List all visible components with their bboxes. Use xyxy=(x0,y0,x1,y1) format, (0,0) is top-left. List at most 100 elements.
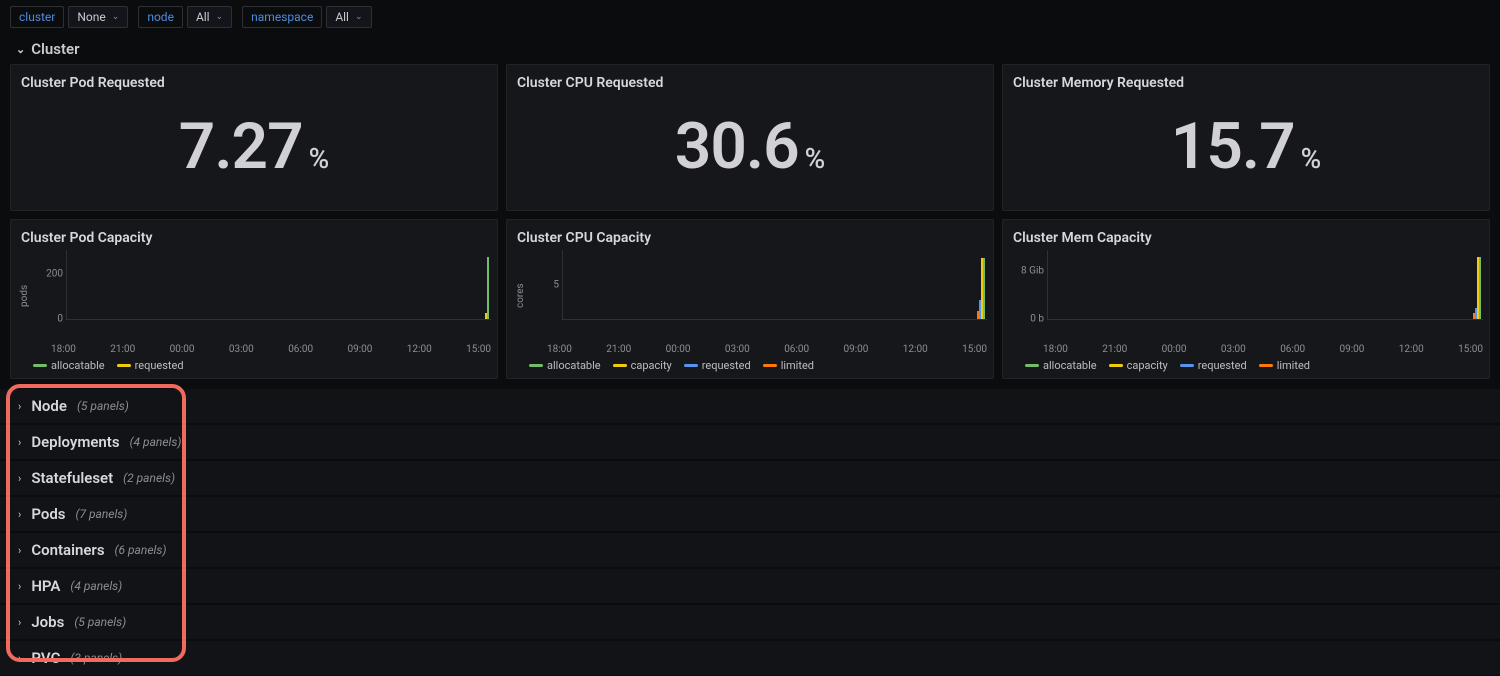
legend-item[interactable]: capacity xyxy=(1109,359,1168,372)
chevron-right-icon: › xyxy=(18,508,21,521)
collapsed-row[interactable]: ›HPA(4 panels) xyxy=(0,569,1500,603)
x-tick: 21:00 xyxy=(606,344,631,355)
collapsed-row[interactable]: ›Deployments(4 panels) xyxy=(0,425,1500,459)
chart-body: 8 Gib 0 b xyxy=(1003,250,1489,342)
x-tick: 06:00 xyxy=(784,344,809,355)
chevron-down-icon: ⌄ xyxy=(355,12,363,22)
panel-title: Cluster Memory Requested xyxy=(1003,65,1489,95)
row-panel-count: (6 panels) xyxy=(115,543,167,557)
collapsed-row[interactable]: › PVC (3 panels) xyxy=(0,641,1500,675)
plot-area: 8 Gib0 b xyxy=(1047,250,1483,320)
series-end-bar xyxy=(1475,308,1477,319)
x-tick: 12:00 xyxy=(903,344,928,355)
chevron-right-icon: › xyxy=(18,400,21,413)
x-tick: 09:00 xyxy=(347,344,372,355)
chevron-down-icon: ⌄ xyxy=(112,12,120,22)
row-panel-count: (7 panels) xyxy=(76,507,128,521)
series-end-bar xyxy=(1479,257,1481,319)
legend-label: capacity xyxy=(1127,359,1168,372)
legend-item[interactable]: allocatable xyxy=(1025,359,1097,372)
collapsed-row[interactable]: ›Statefuleset(2 panels) xyxy=(0,461,1500,495)
x-tick: 18:00 xyxy=(1043,344,1068,355)
legend-item[interactable]: requested xyxy=(117,359,184,372)
legend-label: requested xyxy=(702,359,751,372)
legend: allocatable capacity requested limited xyxy=(507,355,993,378)
x-tick: 21:00 xyxy=(1102,344,1127,355)
series-end-bar xyxy=(487,257,489,319)
series-end-bar xyxy=(485,313,487,319)
variable-label: cluster xyxy=(10,6,64,28)
legend: allocatable capacity requested limited xyxy=(1003,355,1489,378)
legend-item[interactable]: limited xyxy=(1259,359,1310,372)
stat-panel[interactable]: Cluster Memory Requested15.7% xyxy=(1002,64,1490,211)
chevron-right-icon: › xyxy=(18,652,21,665)
legend-item[interactable]: requested xyxy=(1180,359,1247,372)
chart-body: cores5 xyxy=(507,250,993,342)
y-axis-label xyxy=(1009,250,1013,342)
series-end-bar xyxy=(1477,257,1479,319)
chart-body: pods2000 xyxy=(11,250,497,342)
chart-panels-row: Cluster Pod Capacitypods2000 18:00 21:00 00… xyxy=(0,219,1500,379)
plot-area: 5 xyxy=(562,250,987,320)
variable-group: clusterNone⌄ xyxy=(10,6,128,28)
chevron-down-icon: ⌄ xyxy=(16,43,25,56)
x-tick: 15:00 xyxy=(466,344,491,355)
legend: allocatable requested xyxy=(11,355,497,378)
legend-item[interactable]: requested xyxy=(684,359,751,372)
chart-panel[interactable]: Cluster Mem Capacity8 Gib0 b18:0021:0000… xyxy=(1002,219,1490,379)
y-tick: 0 b xyxy=(1014,314,1044,325)
x-tick: 06:00 xyxy=(1280,344,1305,355)
variable-value: All xyxy=(196,10,210,24)
panel-title: Cluster CPU Capacity xyxy=(507,220,993,250)
row-panel-count: (5 panels) xyxy=(77,399,129,413)
collapsed-row[interactable]: ›Containers(6 panels) xyxy=(0,533,1500,567)
x-tick: 03:00 xyxy=(229,344,254,355)
legend-item[interactable]: allocatable xyxy=(33,359,105,372)
row-name: Node xyxy=(31,397,67,415)
collapsed-row[interactable]: ›Pods(7 panels) xyxy=(0,497,1500,531)
row-name: Deployments xyxy=(31,433,119,451)
collapsed-row[interactable]: › Node (5 panels) xyxy=(0,389,1500,423)
variable-select[interactable]: All⌄ xyxy=(326,6,371,28)
legend-label: allocatable xyxy=(547,359,601,372)
variable-bar: clusterNone⌄nodeAll⌄namespaceAll⌄ xyxy=(0,0,1500,34)
x-ticks: 18:0021:0000:0003:0006:0009:0012:0015:00 xyxy=(1003,344,1489,355)
variable-select[interactable]: None⌄ xyxy=(68,6,128,28)
stat-panel[interactable]: Cluster Pod Requested7.27% xyxy=(10,64,498,211)
x-tick: 03:00 xyxy=(1221,344,1246,355)
chart-panel[interactable]: Cluster Pod Capacitypods200018:0021:0000… xyxy=(10,219,498,379)
legend-item[interactable]: capacity xyxy=(613,359,672,372)
series-end-bar xyxy=(1473,313,1475,319)
plot-area: 2000 xyxy=(66,250,491,320)
series-end-bar xyxy=(979,300,981,319)
row-panel-count: (5 panels) xyxy=(74,615,126,629)
chart-panel[interactable]: Cluster CPU Capacitycores518:0021:0000:0… xyxy=(506,219,994,379)
row-panel-count: (2 panels) xyxy=(123,471,175,485)
x-tick: 15:00 xyxy=(962,344,987,355)
x-tick: 00:00 xyxy=(666,344,691,355)
x-tick: 09:00 xyxy=(843,344,868,355)
variable-select[interactable]: All ⌄ xyxy=(187,6,232,28)
legend-item[interactable]: allocatable xyxy=(529,359,601,372)
y-tick: 8 Gib xyxy=(1014,265,1044,276)
chevron-down-icon: ⌄ xyxy=(216,12,224,22)
stat-panel[interactable]: Cluster CPU Requested30.6% xyxy=(506,64,994,211)
x-ticks: 18:0021:0000:0003:0006:0009:0012:0015:00 xyxy=(507,344,993,355)
x-tick: 00:00 xyxy=(1162,344,1187,355)
row-name: Jobs xyxy=(31,613,64,631)
panel-title: Cluster Pod Capacity xyxy=(11,220,497,250)
legend-swatch xyxy=(33,364,47,367)
chevron-right-icon: › xyxy=(18,436,21,449)
collapsed-rows-container: ›Node(5 panels)›Deployments(4 panels)›St… xyxy=(0,389,1500,675)
legend-label: limited xyxy=(1277,359,1310,372)
y-tick: 200 xyxy=(33,269,63,280)
x-tick: 18:00 xyxy=(51,344,76,355)
row-header-cluster[interactable]: ⌄ Cluster xyxy=(0,34,1500,64)
stat-value: 7.27 xyxy=(179,109,303,184)
x-tick: 03:00 xyxy=(725,344,750,355)
collapsed-row[interactable]: ›Jobs(5 panels) xyxy=(0,605,1500,639)
row-panel-count: (3 panels) xyxy=(70,651,122,665)
series-end-bar xyxy=(981,258,983,319)
legend-item[interactable]: limited xyxy=(763,359,814,372)
row-name: PVC xyxy=(31,649,60,667)
